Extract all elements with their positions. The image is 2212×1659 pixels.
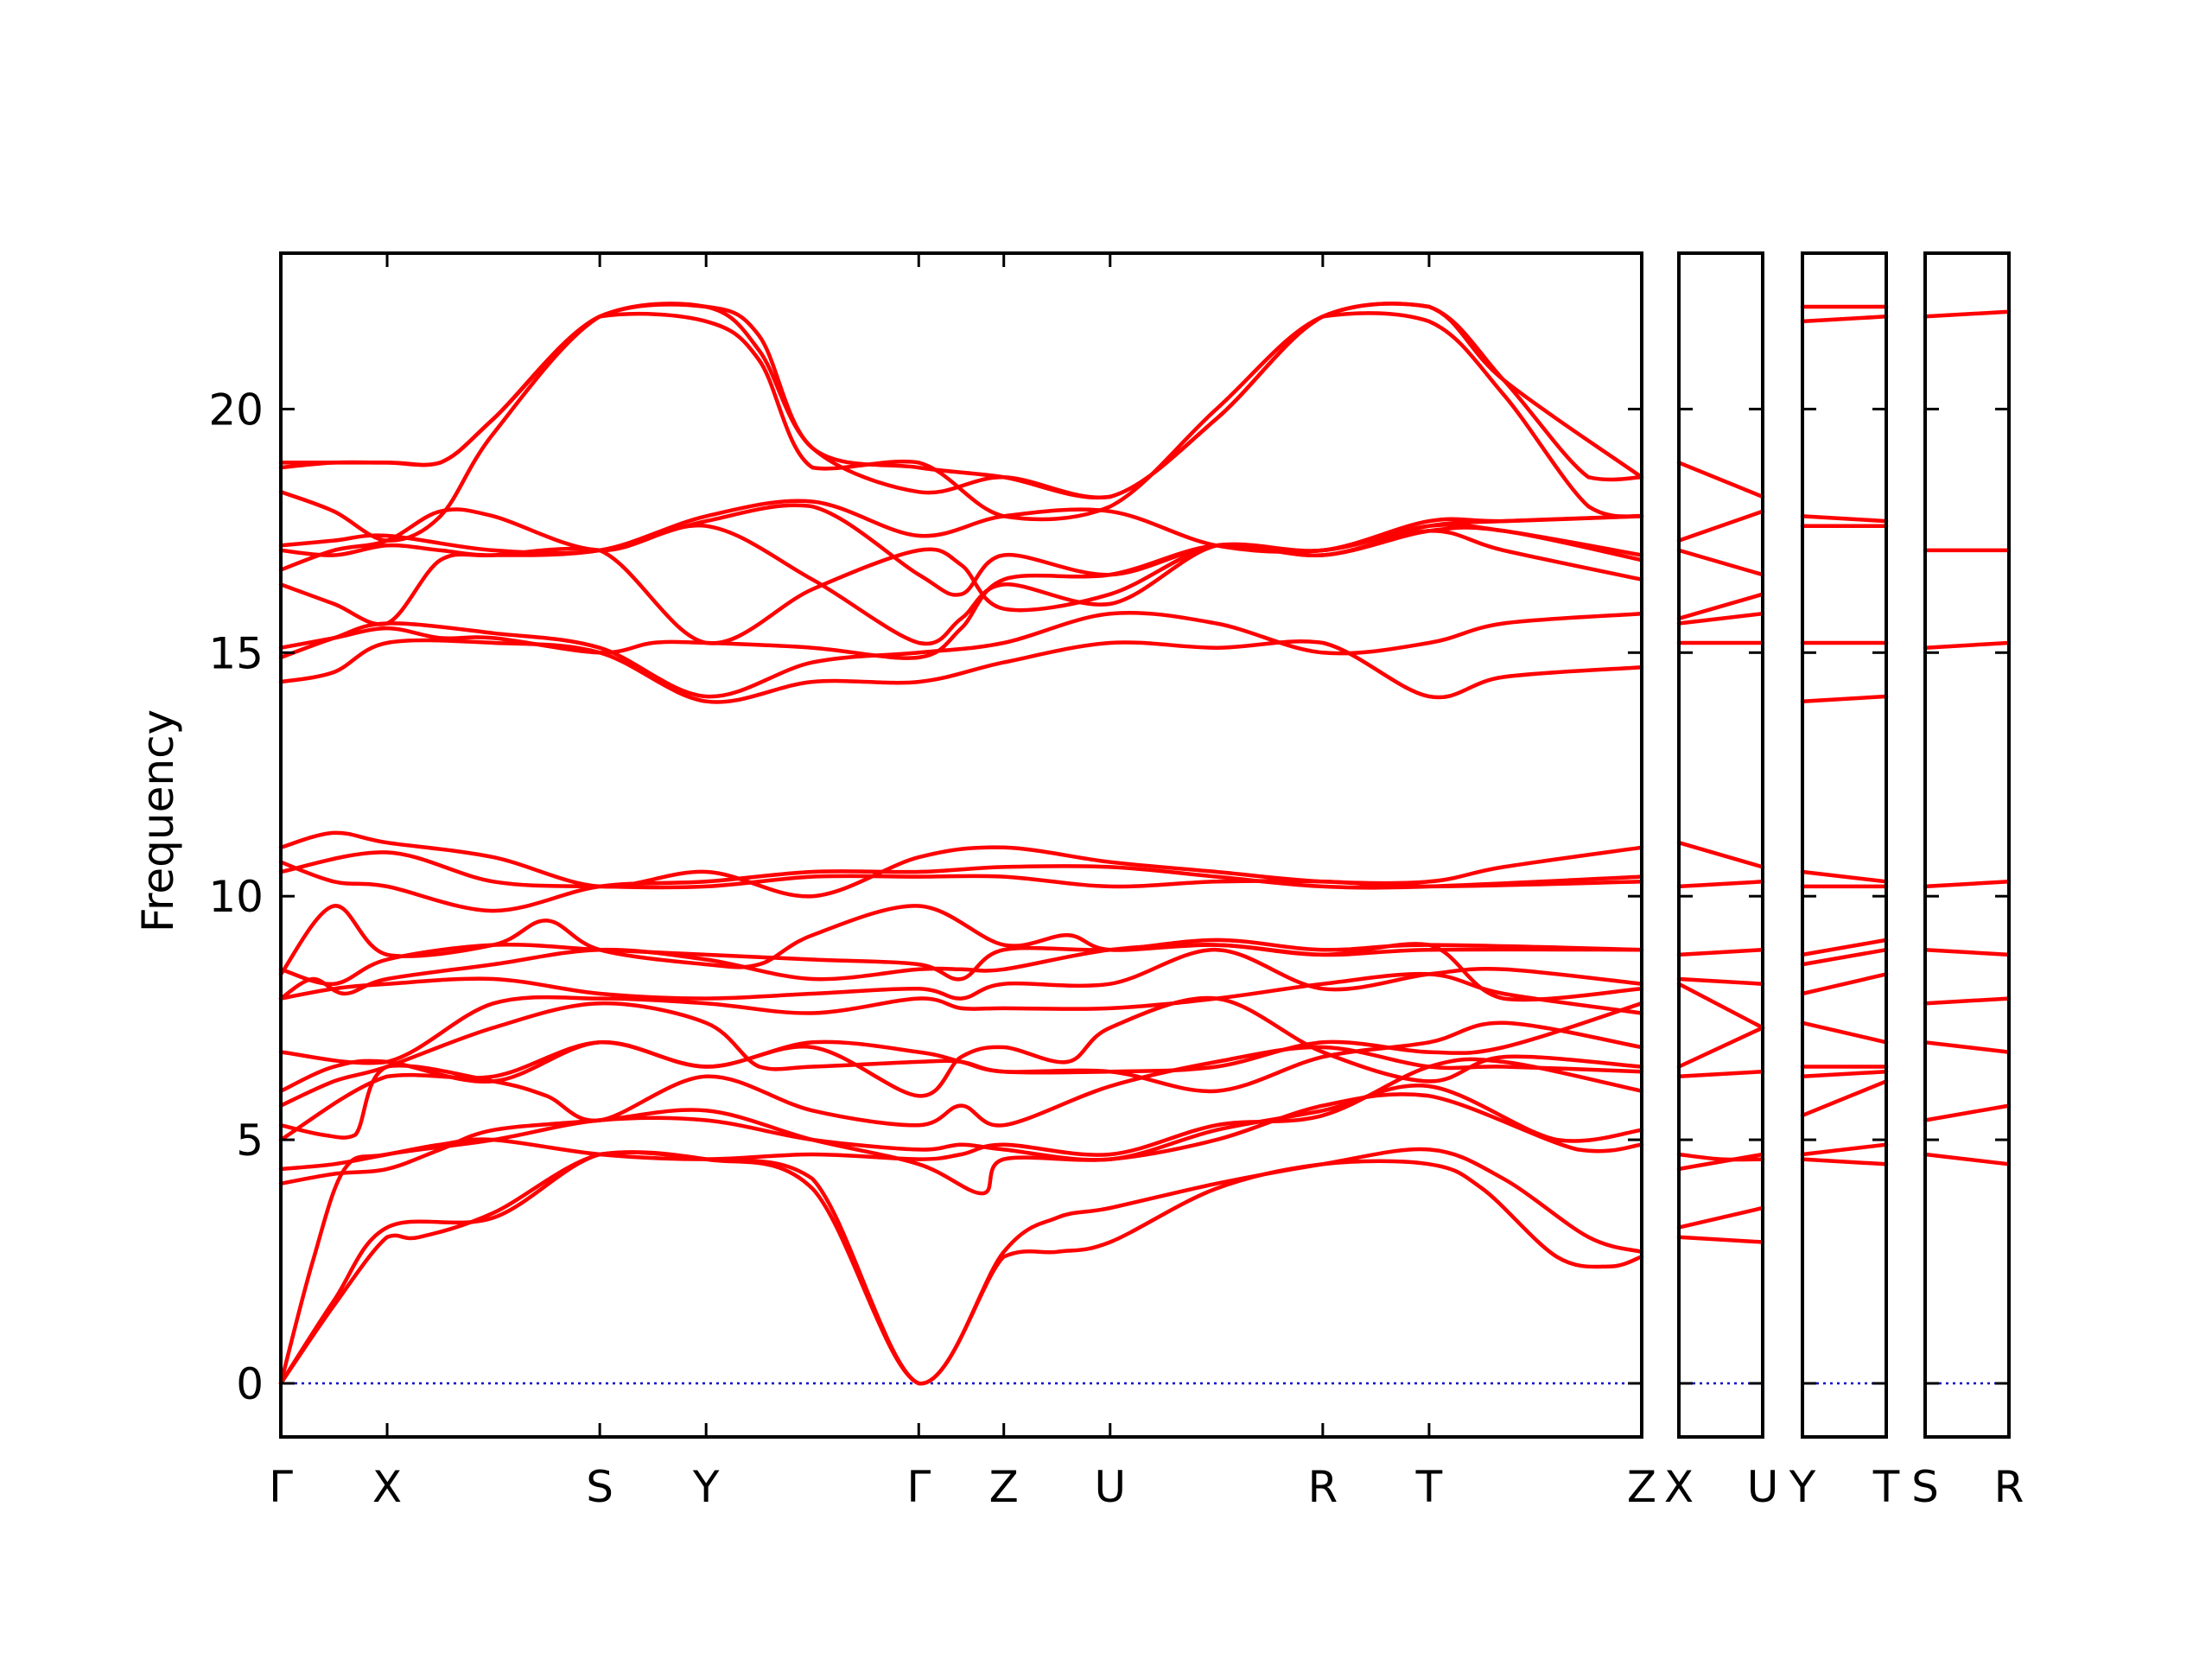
band-line-p1-4 (278, 1092, 1644, 1196)
band-line-p3-4 (1800, 1069, 1889, 1079)
band-line-p2-3 (1676, 1152, 1765, 1172)
band-line-p1-27 (278, 302, 1644, 500)
band-line-p2-15 (1676, 548, 1765, 577)
band-line-p2-5 (1676, 1069, 1765, 1079)
band-line-p1-10 (278, 971, 1644, 1065)
band-line-p3-3 (1800, 1079, 1889, 1118)
band-line-p2-14 (1676, 592, 1765, 621)
x-tick-label: Z (1627, 1462, 1656, 1512)
band-line-p1-23 (278, 503, 1644, 597)
band-line-p1-9 (278, 1001, 1644, 1093)
band-line-p1-16 (278, 860, 1644, 913)
y-tick-label: 20 (208, 385, 264, 435)
band-line-p1-18 (278, 638, 1644, 704)
x-tick-label: U (1747, 1462, 1779, 1512)
band-line-p1-19 (278, 610, 1644, 699)
x-tick-label: S (1911, 1462, 1939, 1512)
x-tick-label: X (1664, 1462, 1694, 1512)
band-line-p3-15 (1800, 514, 1889, 524)
band-line-p1-21 (278, 525, 1644, 645)
y-axis-label: Frequency (133, 709, 183, 932)
band-line-p1-17 (278, 830, 1644, 899)
y-tick-label: 15 (208, 628, 264, 678)
x-tick-label: R (1994, 1462, 2024, 1512)
band-line-p4-9 (1923, 309, 2012, 319)
x-tick-label: S (586, 1462, 613, 1512)
band-line-p4-3 (1923, 1040, 2012, 1054)
band-line-p1-7 (278, 995, 1644, 1142)
band-line-p4-1 (1923, 1152, 2012, 1166)
band-line-p3-1 (1800, 1157, 1889, 1166)
band-line-p1-26 (278, 311, 1644, 522)
band-line-p2-10 (1676, 880, 1765, 889)
band-line-p1-24 (278, 499, 1644, 556)
x-tick-label: Y (1789, 1462, 1816, 1512)
band-line-p2-11 (1676, 840, 1765, 869)
panel-frame-3 (1801, 251, 1888, 1439)
band-line-p3-16 (1800, 315, 1889, 324)
band-line-p2-1 (1676, 1235, 1765, 1244)
band-line-p2-17 (1676, 461, 1765, 499)
band-line-p4-7 (1923, 640, 2012, 650)
x-tick-label: T (1872, 1462, 1900, 1512)
band-line-p2-7 (1676, 982, 1765, 1030)
x-tick-label: Γ (269, 1462, 293, 1512)
band-line-p4-6 (1923, 880, 2012, 889)
panel-frame-4 (1923, 251, 2011, 1439)
panel-frame-2 (1677, 251, 1764, 1439)
x-tick-label: Γ (906, 1462, 931, 1512)
x-tick-label: U (1094, 1462, 1126, 1512)
x-tick-label: R (1307, 1462, 1338, 1512)
band-line-p3-9 (1800, 938, 1889, 957)
x-tick-label: X (372, 1462, 402, 1512)
band-line-p3-11 (1800, 869, 1889, 884)
band-line-p2-16 (1676, 509, 1765, 543)
band-line-p4-5 (1923, 947, 2012, 957)
band-line-p2-8 (1676, 976, 1765, 986)
band-line-p1-13 (278, 938, 1644, 986)
band-line-p2-4 (1676, 1152, 1765, 1162)
x-tick-label: T (1415, 1462, 1443, 1512)
band-line-p3-7 (1800, 972, 1889, 996)
band-line-p1-14 (278, 904, 1644, 976)
x-tick-label: Z (989, 1462, 1019, 1512)
band-line-p2-9 (1676, 947, 1765, 957)
y-tick-label: 0 (236, 1359, 264, 1409)
band-line-p4-4 (1923, 996, 2012, 1006)
band-line-p1-11 (278, 947, 1644, 1001)
y-tick-label: 5 (236, 1116, 264, 1166)
panel-frame-1 (279, 251, 1643, 1439)
band-line-p3-12 (1800, 694, 1889, 703)
band-line-p2-13 (1676, 611, 1765, 626)
band-line-p1-2 (278, 1147, 1644, 1386)
band-line-p3-6 (1800, 1020, 1889, 1045)
band-line-p1-25 (278, 302, 1644, 543)
band-line-p1-8 (278, 1001, 1644, 1108)
band-line-p3-8 (1800, 947, 1889, 967)
x-tick-label: Y (692, 1462, 720, 1512)
band-line-p2-6 (1676, 1026, 1765, 1069)
y-tick-label: 10 (208, 872, 264, 922)
band-line-p3-2 (1800, 1142, 1889, 1157)
band-line-p4-2 (1923, 1103, 2012, 1122)
band-line-p1-5 (278, 1057, 1644, 1172)
band-line-p2-2 (1676, 1205, 1765, 1230)
